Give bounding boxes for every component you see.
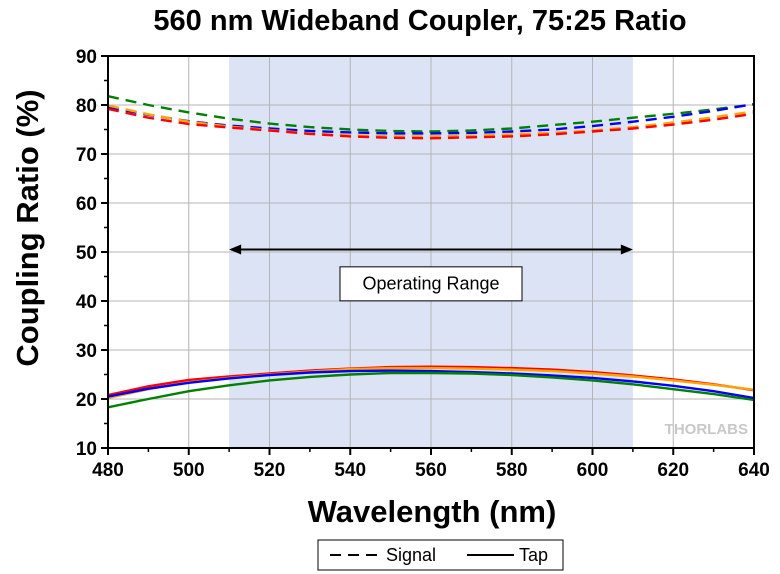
thorlabs-logo: THORLABS	[665, 421, 748, 438]
y-tick-label-80: 80	[76, 96, 97, 117]
chart-title: 560 nm Wideband Coupler, 75:25 Ratio	[153, 5, 686, 37]
operating-range-annotation: Operating Range	[229, 244, 633, 302]
signal-series-2	[107, 104, 755, 138]
y-tick-label-90: 90	[76, 47, 97, 68]
y-tick-label-60: 60	[76, 194, 97, 215]
legend: Signal Tap	[317, 539, 564, 571]
y-tick-label-70: 70	[76, 145, 97, 166]
x-tick-label-540: 540	[334, 460, 366, 481]
legend-box	[317, 539, 564, 571]
signal-series-0	[107, 95, 755, 133]
operating-range-arrow-right	[620, 244, 633, 255]
y-tick-label-50: 50	[76, 243, 97, 264]
y-tick-label-30: 30	[76, 341, 97, 362]
x-tick-label-620: 620	[657, 460, 689, 481]
y-tick-label-10: 10	[76, 439, 97, 460]
series-layer	[107, 95, 755, 409]
x-tick-label-500: 500	[173, 460, 205, 481]
x-tick-label-640: 640	[738, 460, 770, 481]
x-tick-label-560: 560	[415, 460, 447, 481]
y-tick-label-40: 40	[76, 292, 97, 313]
tap-series-7	[107, 371, 755, 409]
x-tick-label-520: 520	[254, 460, 286, 481]
x-axis-label: Wavelength (nm)	[308, 494, 557, 529]
operating-range-label-box	[339, 266, 523, 302]
legend-signal-label: Signal	[386, 545, 436, 565]
operating-range-arrow-left	[229, 244, 242, 255]
y-axis-label: Coupling Ratio (%)	[10, 89, 45, 366]
axes	[101, 55, 755, 455]
y-tick-label-20: 20	[76, 390, 97, 411]
x-tick-label-580: 580	[496, 460, 528, 481]
operating-range-label: Operating Range	[362, 274, 499, 294]
x-tick-label-600: 600	[577, 460, 609, 481]
thorlabs-logo-text: THORLABS	[665, 421, 748, 438]
signal-series-3	[107, 107, 755, 140]
legend-tap-label: Tap	[519, 545, 548, 565]
x-tick-label-480: 480	[92, 460, 124, 481]
tick-labels: 480 500 520 540 560 580 600 620 640 10 20 30 40 50 60 7…	[76, 47, 770, 481]
tap-series-6	[107, 369, 755, 400]
